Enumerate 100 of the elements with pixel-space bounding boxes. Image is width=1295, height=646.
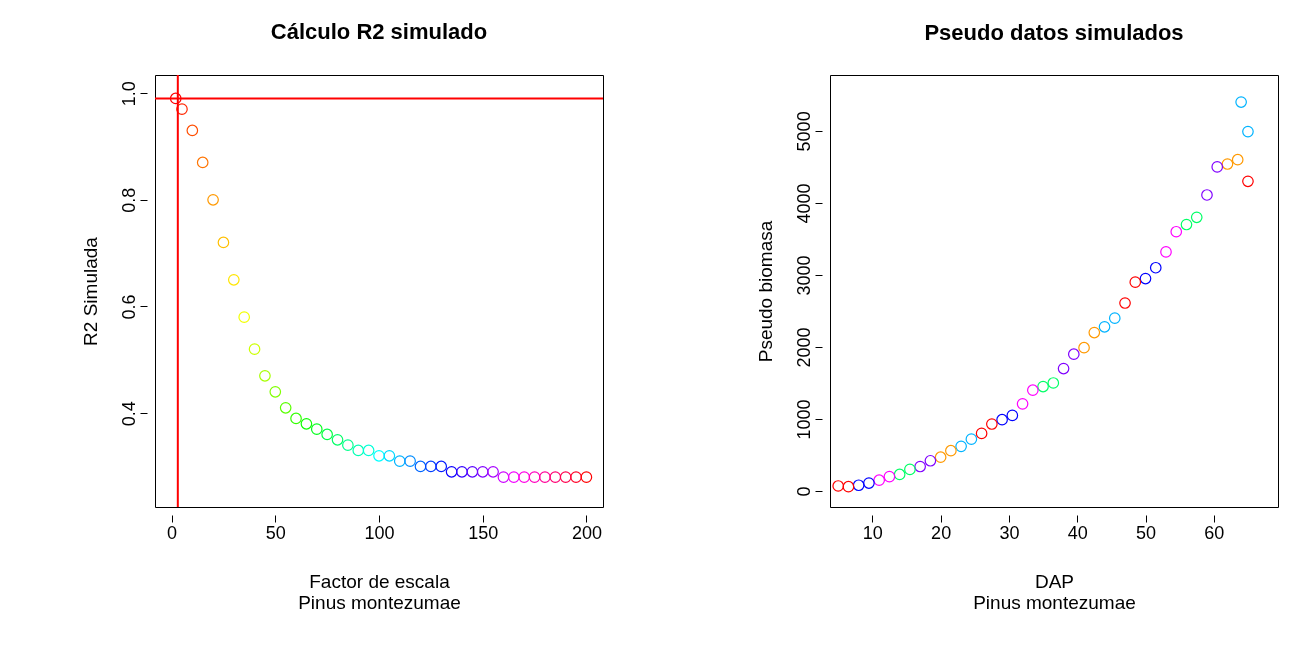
x-tick-label: 100 <box>364 522 395 543</box>
point <box>300 417 313 430</box>
x-tick-label: 200 <box>571 522 602 543</box>
point <box>1057 362 1070 375</box>
point <box>1139 272 1152 285</box>
point <box>342 439 354 451</box>
point <box>207 193 219 206</box>
point <box>1180 218 1193 231</box>
point <box>487 465 499 478</box>
point <box>955 440 967 453</box>
point <box>934 451 947 463</box>
point <box>1129 276 1142 288</box>
point <box>196 156 209 169</box>
y-axis-title: R2 Simulada <box>79 236 101 346</box>
point <box>1242 175 1254 188</box>
chart-title: Cálculo R2 simulado <box>270 19 488 44</box>
point <box>518 471 531 483</box>
point <box>914 460 926 473</box>
point <box>217 236 230 249</box>
point <box>331 433 344 446</box>
point <box>580 471 593 483</box>
point <box>1160 246 1172 258</box>
point <box>1242 125 1254 138</box>
x-tick-label: 30 <box>999 522 1020 543</box>
point <box>456 465 468 478</box>
point <box>259 369 271 382</box>
y-tick-label: 2000 <box>793 327 814 368</box>
point <box>1098 320 1111 333</box>
y-tick-label: 0.4 <box>118 401 139 427</box>
point <box>965 433 978 445</box>
y-axis-title: Pseudo biomasa <box>754 220 776 363</box>
point <box>393 455 406 467</box>
point <box>1078 341 1090 354</box>
point <box>362 444 375 457</box>
y-tick-label: 0.8 <box>118 187 139 213</box>
point <box>1170 225 1183 238</box>
point <box>924 454 937 467</box>
point <box>996 413 1008 426</box>
point <box>321 428 333 441</box>
y-tick-label: 0.6 <box>118 294 139 320</box>
point <box>1088 326 1101 339</box>
point <box>549 471 562 483</box>
x-tick-label: 20 <box>931 522 952 543</box>
point <box>497 471 510 483</box>
point <box>904 463 916 476</box>
point <box>883 470 896 483</box>
point <box>435 460 448 473</box>
point <box>310 423 323 435</box>
x-tick-label: 10 <box>862 522 883 543</box>
point <box>539 471 551 483</box>
x-axis-title: Factor de escala Pinus montezumae <box>298 570 461 613</box>
y-tick-label: 3000 <box>793 255 814 296</box>
point <box>404 455 416 467</box>
point <box>227 273 240 286</box>
point <box>1201 189 1213 201</box>
point <box>893 468 906 481</box>
point <box>176 103 188 115</box>
point <box>1026 384 1039 397</box>
x-tick-label: 150 <box>468 522 499 543</box>
point <box>852 479 865 492</box>
point <box>373 449 385 462</box>
y-tick-label: 1.0 <box>118 81 139 107</box>
point <box>528 471 541 483</box>
point <box>279 401 292 414</box>
point <box>238 311 251 323</box>
point <box>873 474 886 487</box>
point <box>476 465 489 478</box>
point <box>466 465 479 478</box>
point <box>1067 348 1080 360</box>
point <box>425 460 437 473</box>
x-tick-label: 50 <box>1136 522 1157 543</box>
x-tick-label: 40 <box>1067 522 1088 543</box>
x-tick-label: 60 <box>1204 522 1225 543</box>
point <box>1047 377 1060 389</box>
point <box>1149 261 1162 274</box>
y-tick-label: 5000 <box>793 111 814 152</box>
point <box>290 412 302 425</box>
point <box>248 343 261 355</box>
chart-title: Pseudo datos simulados <box>924 20 1184 45</box>
point <box>986 418 998 430</box>
point <box>445 465 458 478</box>
point <box>559 471 572 483</box>
point <box>352 444 365 457</box>
point <box>269 385 282 398</box>
point <box>863 477 875 489</box>
x-tick-label: 0 <box>167 522 178 543</box>
point <box>1108 312 1121 324</box>
point <box>383 449 396 462</box>
point <box>507 471 520 483</box>
y-tick-label: 1000 <box>793 399 814 440</box>
point <box>1006 409 1019 422</box>
point <box>975 427 988 440</box>
x-axis-title: DAP Pinus montezumae <box>973 570 1136 613</box>
point <box>186 124 199 137</box>
point <box>1231 153 1244 166</box>
point <box>1235 96 1247 108</box>
x-tick-label: 50 <box>265 522 286 543</box>
point <box>842 480 855 493</box>
point <box>1221 158 1234 170</box>
point <box>945 444 957 457</box>
